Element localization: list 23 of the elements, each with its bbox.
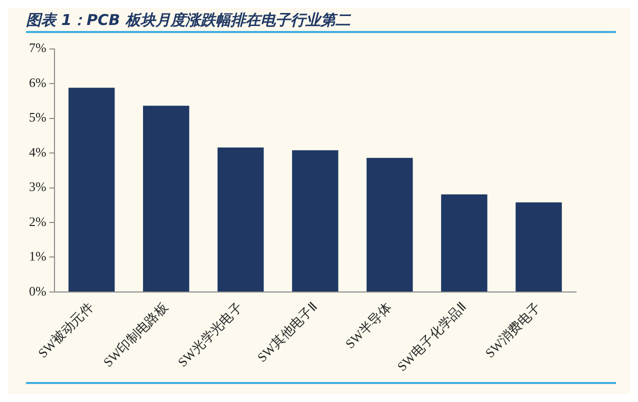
bar	[441, 194, 488, 292]
y-tick-label: 2%	[28, 214, 46, 229]
y-tick-label: 3%	[28, 179, 46, 194]
x-tick-label: SW印制电路板	[100, 299, 171, 370]
x-tick-label: SW消费电子	[482, 299, 544, 361]
y-tick-label: 6%	[28, 74, 46, 90]
bar	[366, 158, 413, 292]
x-tick-label: SW半导体	[342, 299, 394, 352]
x-tick-label: SW其他电子Ⅱ	[254, 299, 320, 365]
y-tick-label: 7%	[28, 40, 46, 56]
y-tick-label: 0%	[28, 283, 46, 298]
chart-title: 图表 1：PCB 板块月度涨跌幅排在电子行业第二	[26, 11, 350, 30]
bar	[516, 202, 562, 292]
y-tick-label: 4%	[28, 144, 46, 160]
bar	[68, 88, 115, 292]
x-tick-label: SW光学光电子	[174, 299, 246, 370]
bar	[218, 147, 264, 292]
x-tick-label: SW被动元件	[34, 299, 96, 361]
bar	[143, 106, 190, 292]
y-tick-label: 1%	[28, 248, 46, 264]
y-tick-label: 5%	[28, 110, 46, 125]
bar	[292, 150, 338, 292]
x-tick-label: SW电子化学品Ⅱ	[394, 299, 469, 374]
